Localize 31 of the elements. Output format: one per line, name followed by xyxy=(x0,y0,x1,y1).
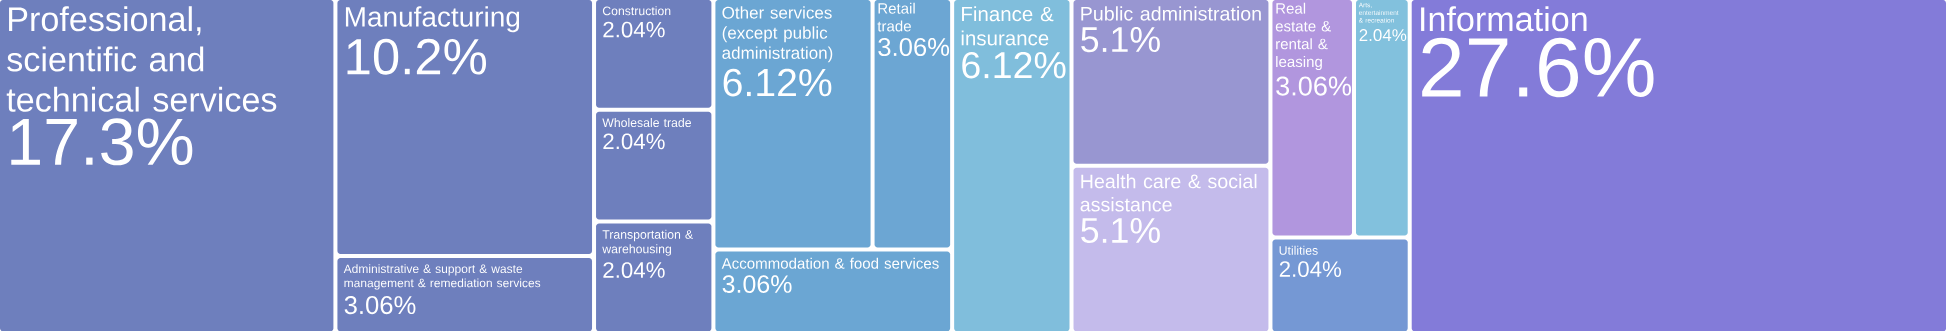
category-label: Construction xyxy=(602,6,671,16)
category-label: Transportation & warehousing xyxy=(602,229,693,256)
data-label: 3.06% xyxy=(722,275,792,293)
data-label: 27.6% xyxy=(1422,37,1654,98)
data-label: 2.04% xyxy=(603,261,665,278)
category-label: Professional, scientific and technical services xyxy=(6,6,277,112)
data-label: 6.12% xyxy=(962,51,1066,79)
data-label: 6.12% xyxy=(723,68,832,97)
category-label: Public administration xyxy=(1081,6,1261,21)
data-label: 2.04% xyxy=(1279,261,1342,277)
category-label: Other services (except public administration) xyxy=(722,6,833,63)
category-label: Information xyxy=(1421,6,1587,32)
category-label: Real estate & rental & leasing xyxy=(1275,2,1331,70)
category-label: Health care & social assistance xyxy=(1080,173,1257,212)
category-label: Finance & insurance xyxy=(961,6,1054,46)
data-label: 5.1% xyxy=(1081,26,1160,53)
category-label: Accommodation & food services xyxy=(721,257,939,269)
category-label: Wholesale trade xyxy=(602,117,691,127)
category-label: Utilities xyxy=(1279,245,1318,255)
category-label: Retail trade xyxy=(877,2,915,32)
data-label: 2.04% xyxy=(1359,28,1407,41)
data-label: 3.06% xyxy=(344,295,416,315)
data-label: 17.3% xyxy=(11,118,193,166)
category-label: Administrative & support & waste management & remediation services xyxy=(343,264,541,290)
data-label: 3.06% xyxy=(1276,76,1352,96)
data-label: 10.2% xyxy=(347,38,487,75)
category-label: Manufacturing xyxy=(345,6,520,33)
data-label: 5.1% xyxy=(1081,217,1160,243)
data-label: 3.06% xyxy=(878,37,950,56)
data-label: 2.04% xyxy=(603,21,665,38)
data-label: 2.04% xyxy=(603,133,665,150)
